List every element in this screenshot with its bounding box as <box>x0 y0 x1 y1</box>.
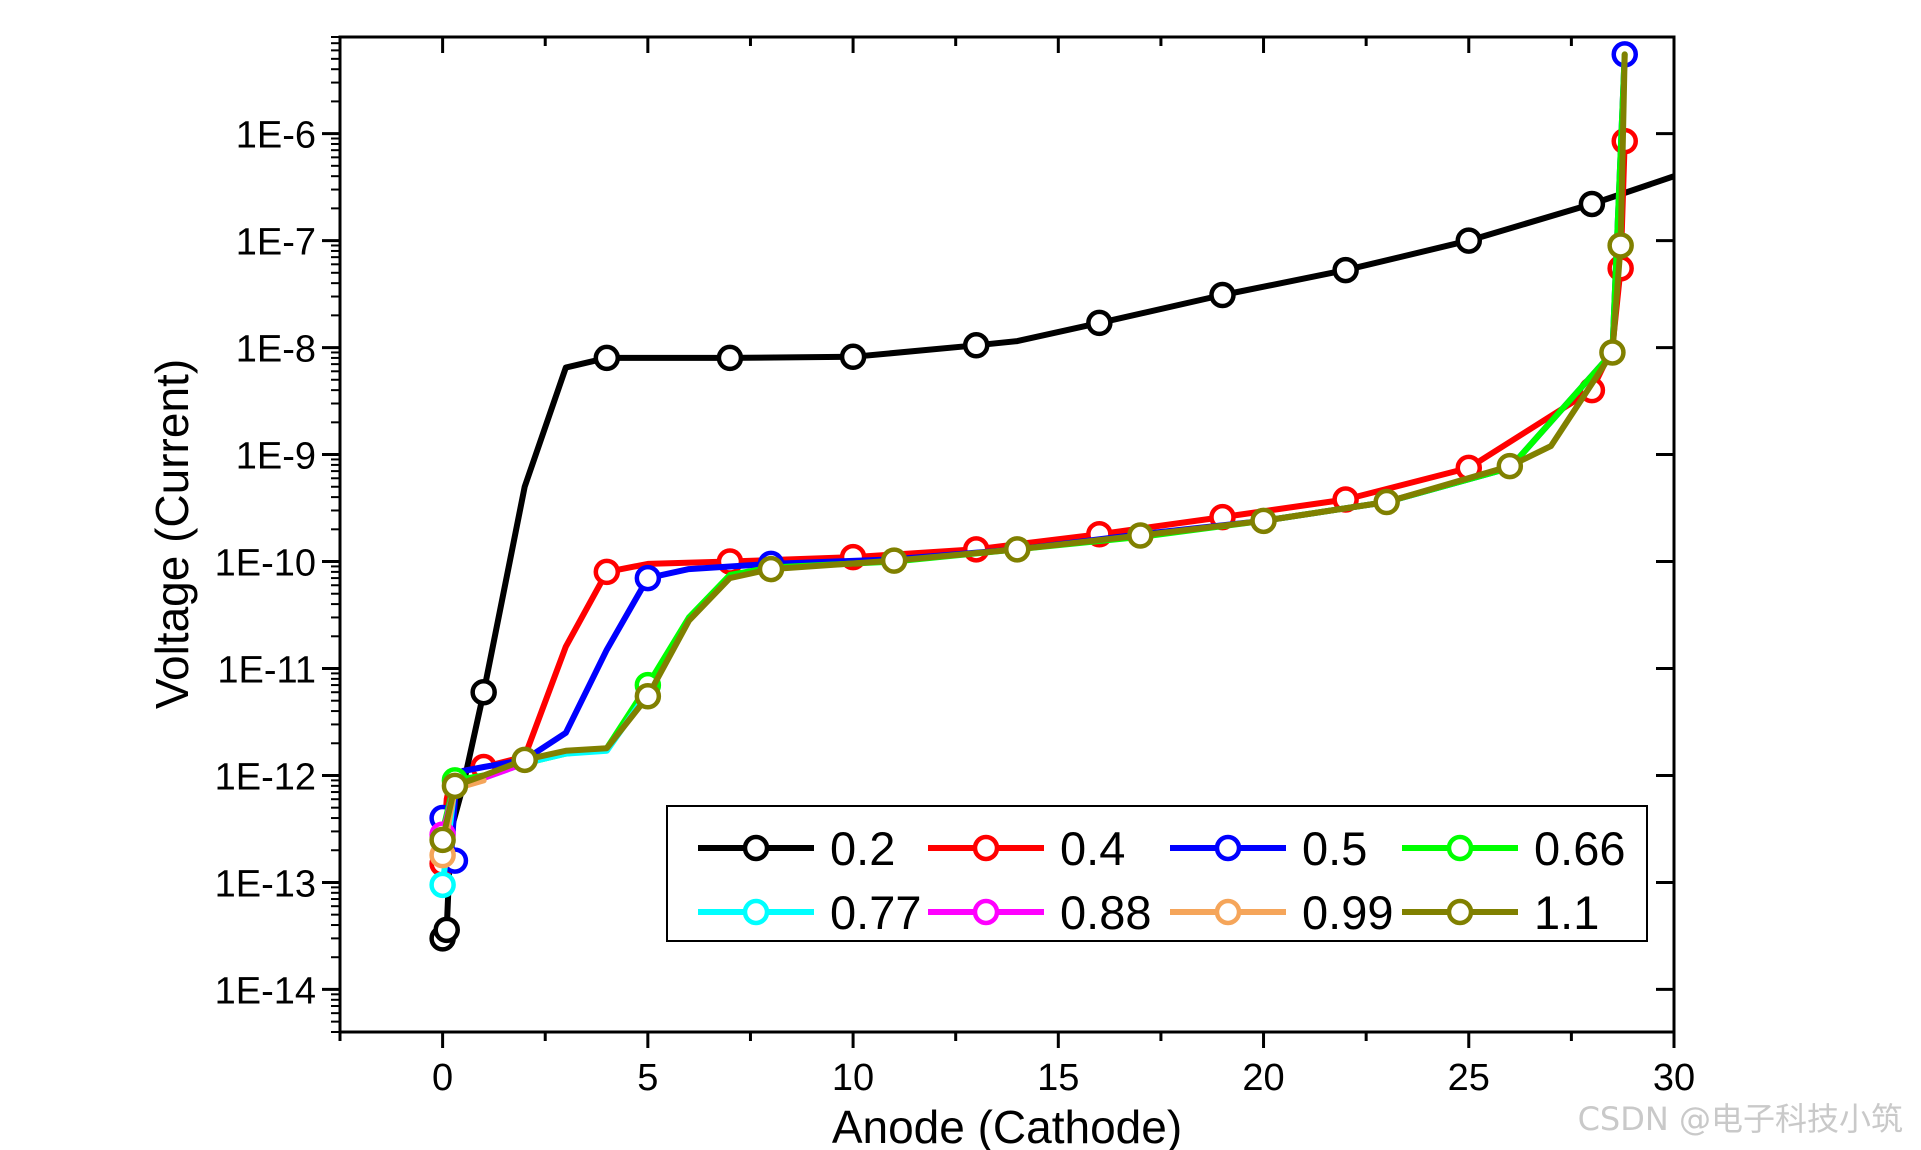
x-axis-title: Anode (Cathode) <box>832 1101 1182 1150</box>
data-point <box>716 344 744 372</box>
legend: 0.2 0.4 0.5 0.66 0.77 0.88 0.99 1.1 <box>666 805 1648 942</box>
legend-label: 0.66 <box>1534 822 1625 875</box>
y-tick-label: 1E-9 <box>236 436 316 478</box>
y-axis-title: Voltage (Current) <box>146 359 198 709</box>
legend-marker <box>972 898 1000 926</box>
legend-marker <box>1446 898 1474 926</box>
data-point <box>1086 309 1113 337</box>
legend-marker <box>1446 834 1474 862</box>
series-line <box>439 689 651 888</box>
data-point <box>1599 339 1626 366</box>
x-tick-label: 5 <box>637 1057 658 1099</box>
x-tick-label: 30 <box>1653 1057 1695 1099</box>
legend-marker <box>1214 834 1242 862</box>
y-tick-label: 1E-14 <box>215 970 316 1012</box>
data-point <box>880 547 908 574</box>
legend-label: 0.5 <box>1302 822 1367 875</box>
y-tick-label: 1E-6 <box>236 115 316 157</box>
y-tick-label: 1E-11 <box>217 649 316 691</box>
data-point <box>1607 232 1634 259</box>
y-tick-label: 1E-10 <box>215 543 316 585</box>
legend-marker <box>1214 898 1242 926</box>
legend-item-0.4: 0.4 <box>928 822 1125 875</box>
legend-item-0.2: 0.2 <box>698 822 895 875</box>
series-0.66 <box>439 51 1628 835</box>
y-tick-label: 1E-8 <box>236 329 316 371</box>
legend-label: 0.88 <box>1060 886 1151 939</box>
legend-item-0.77: 0.77 <box>698 886 921 939</box>
legend-item-1.1: 1.1 <box>1402 886 1599 939</box>
legend-label: 1.1 <box>1534 886 1599 939</box>
plot-frame <box>338 35 1676 1034</box>
data-point <box>1209 281 1236 309</box>
legend-marker <box>972 834 1000 862</box>
y-tick-label: 1E-7 <box>236 222 316 264</box>
data-point <box>1250 507 1277 535</box>
data-point <box>593 558 621 586</box>
data-point <box>1373 488 1400 516</box>
series-line <box>439 51 1628 835</box>
series-line <box>439 51 1628 843</box>
axis-ticks: 0 5 10 15 20 25 30 1E-14 1E-13 1E-12 1E-11 1E-10 1E-… <box>215 36 1695 1099</box>
x-tick-label: 10 <box>832 1057 874 1099</box>
legend-item-0.88: 0.88 <box>928 886 1151 939</box>
legend-label: 0.4 <box>1060 822 1125 875</box>
data-point <box>593 344 621 372</box>
data-point <box>429 871 456 899</box>
data-point <box>441 772 469 800</box>
data-point <box>1455 227 1483 254</box>
legend-label: 0.77 <box>830 886 921 939</box>
data-point <box>511 746 538 774</box>
series-group <box>429 41 1674 952</box>
data-point <box>757 555 785 583</box>
data-point <box>470 678 497 706</box>
data-point <box>634 564 662 592</box>
watermark-text: CSDN @电子科技小筑 <box>1578 1100 1903 1138</box>
data-point <box>839 343 867 371</box>
x-tick-label: 15 <box>1037 1057 1079 1099</box>
x-tick-label: 25 <box>1448 1057 1490 1099</box>
legend-box <box>666 805 1648 942</box>
series-line <box>439 51 1628 864</box>
data-point <box>1127 522 1154 549</box>
data-point <box>962 332 990 359</box>
legend-label: 0.2 <box>830 822 895 875</box>
series-line <box>439 138 1628 867</box>
legend-item-0.66: 0.66 <box>1402 822 1625 875</box>
legend-marker <box>742 898 770 926</box>
data-point <box>433 916 460 944</box>
series-1.1 <box>429 51 1634 854</box>
x-tick-label: 0 <box>432 1057 453 1099</box>
y-tick-label: 1E-13 <box>215 863 316 905</box>
legend-item-0.5: 0.5 <box>1170 822 1367 875</box>
data-point <box>1578 190 1606 218</box>
y-tick-label: 1E-12 <box>215 756 316 798</box>
legend-item-0.99: 0.99 <box>1170 886 1393 939</box>
data-point <box>429 826 456 854</box>
data-point <box>634 683 662 710</box>
data-point <box>1496 452 1524 480</box>
legend-label: 0.99 <box>1302 886 1393 939</box>
data-point <box>1004 536 1031 563</box>
x-tick-label: 20 <box>1242 1057 1284 1099</box>
data-point <box>1332 256 1359 284</box>
legend-marker <box>742 834 770 862</box>
